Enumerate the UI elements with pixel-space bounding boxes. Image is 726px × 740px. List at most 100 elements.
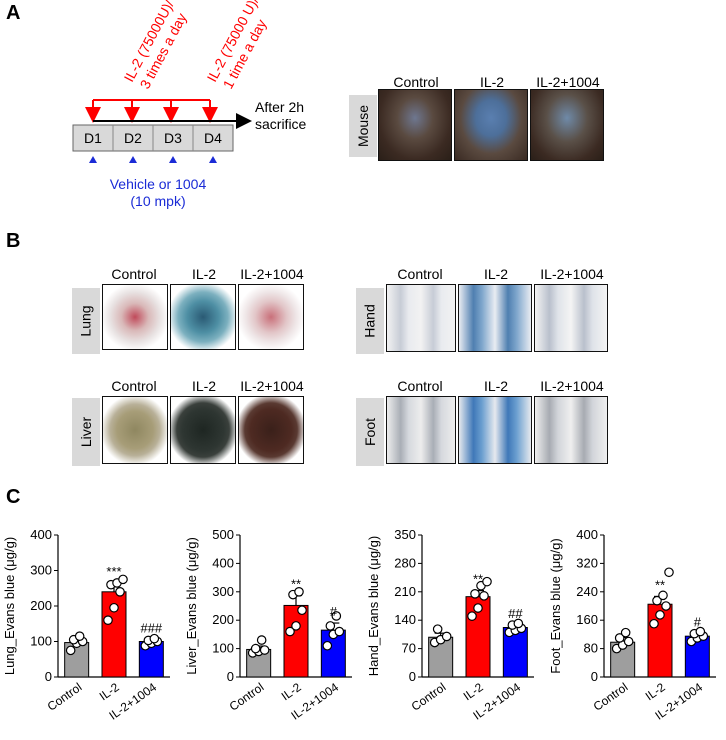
lung-ylabel: Lung_Evans blue (μg/g)	[2, 537, 17, 675]
liver-category-il2: IL-2	[279, 680, 304, 704]
lung-annotation-il2-1004: ###	[140, 620, 162, 635]
liver-point-il2-1004	[322, 640, 333, 651]
foot-point-control	[614, 633, 625, 643]
hand-ytick-label: 280	[394, 555, 416, 570]
lung-ytick-label: 300	[30, 563, 52, 578]
lung-label: Lung	[72, 288, 100, 354]
hand-caption-control: Control	[397, 266, 443, 282]
mouse-caption-control: Control	[393, 74, 439, 90]
liver-point-il2	[297, 605, 307, 616]
foot-photo-il2-1004	[534, 396, 608, 464]
lung-caption-il2: IL-2	[191, 266, 217, 282]
hand-point-il2	[482, 576, 492, 587]
foot-ytick-label: 400	[576, 527, 598, 542]
lung-chart: Lung_Evans blue (μg/g) 0 100 200 300 400 Contr…	[2, 527, 170, 723]
foot-category-control: Control	[591, 680, 631, 714]
liver-point-control	[259, 645, 270, 655]
lung-ytick-label: 400	[30, 527, 52, 542]
lung-photo-il2-1004	[238, 284, 304, 350]
hand-photo-il2-1004	[534, 284, 608, 352]
hand-point-il2	[473, 603, 483, 613]
panel-letter-c: C	[6, 486, 21, 508]
lung-photo-il2	[170, 284, 236, 350]
foot-point-il2	[652, 595, 662, 606]
mouse-caption-il2: IL-2	[479, 74, 505, 90]
mouse-photo-il2	[454, 89, 528, 161]
blue-arrows	[89, 156, 217, 163]
foot-point-il2	[649, 618, 659, 629]
foot-point-control	[623, 636, 634, 647]
hand-ytick-label: 140	[394, 612, 416, 627]
hand-ytick-label: 0	[409, 669, 416, 684]
liver-ytick-label: 100	[212, 641, 234, 656]
hand-photo-il2	[458, 284, 532, 352]
liver-ytick-label: 0	[227, 669, 234, 684]
hand-caption-il2-1004: IL-2+1004	[540, 266, 604, 282]
day-d2: D2	[124, 130, 142, 146]
foot-annotation-il2: **	[655, 577, 665, 592]
foot-chart: Foot_Evans blue (μg/g) 0 80 160 240 320 400 Con…	[548, 527, 716, 723]
liver-photo-il2	[170, 396, 236, 464]
foot-caption-control: Control	[397, 378, 443, 394]
lung-annotation-il2: ***	[106, 564, 121, 579]
liver-ytick-label: 500	[212, 527, 234, 542]
lung-point-control	[74, 631, 85, 641]
mouse-caption-il2-1004: IL-2+1004	[536, 74, 600, 90]
panel-letter-a: A	[6, 2, 21, 24]
liver-point-control	[256, 635, 267, 645]
liver-ytick-label: 200	[212, 612, 234, 627]
foot-ytick-label: 240	[576, 584, 598, 599]
liver-ytick-label: 400	[212, 555, 234, 570]
lung-category-control: Control	[45, 680, 85, 714]
hand-point-il2	[479, 591, 489, 601]
foot-label: Foot	[356, 398, 384, 466]
liver-category-control: Control	[227, 680, 267, 714]
lung-caption-il2-1004: IL-2+1004	[240, 266, 304, 282]
foot-point-il2	[664, 567, 674, 578]
hand-point-il2-1004	[513, 618, 524, 629]
liver-label: Liver	[72, 398, 100, 466]
liver-ytick-label: 300	[212, 584, 234, 599]
vehicle-line2: (10 mpk)	[130, 193, 185, 209]
lung-ytick-label: 0	[45, 669, 52, 684]
lung-point-il2-1004	[149, 633, 160, 644]
liver-point-il2-1004	[334, 626, 345, 637]
liver-point-il2	[294, 587, 304, 597]
hand-chart: Hand_Evans blue (μg/g) 0 70 140 210 280 350 Con…	[366, 527, 534, 723]
lung-ytick-label: 200	[30, 598, 52, 613]
hand-category-control: Control	[409, 680, 449, 714]
day-d4: D4	[204, 130, 222, 146]
liver-ylabel: Liver_Evans blue (μg/g)	[184, 537, 199, 675]
lung-point-control	[65, 645, 76, 656]
liver-caption-il2: IL-2	[191, 378, 217, 394]
foot-ytick-label: 160	[576, 612, 598, 627]
hand-category-il2: IL-2	[461, 680, 486, 704]
liver-bar-il2	[283, 604, 309, 678]
lung-point-il2	[103, 615, 113, 625]
liver-photo-control	[102, 396, 168, 464]
foot-caption-il2: IL-2	[483, 378, 509, 394]
hand-point-il2	[470, 589, 480, 599]
liver-point-control	[250, 643, 261, 654]
hand-point-il2	[467, 611, 477, 621]
after-line1: After 2h	[255, 99, 304, 115]
red-arrows	[85, 100, 218, 123]
foot-point-il2-1004	[695, 626, 706, 637]
hand-annotation-il2: **	[473, 572, 483, 587]
liver-chart: Liver_Evans blue (μg/g) 0 100 200 300 400 500 C…	[184, 527, 352, 723]
foot-photo-control	[386, 396, 456, 464]
foot-ytick-label: 0	[591, 669, 598, 684]
foot-caption-il2-1004: IL-2+1004	[540, 378, 604, 394]
lung-ytick-label: 100	[30, 634, 52, 649]
foot-point-il2	[655, 610, 665, 620]
liver-photo-il2-1004	[238, 396, 304, 464]
hand-ytick-label: 70	[402, 641, 416, 656]
foot-point-il2	[661, 601, 671, 611]
hand-point-control	[441, 631, 452, 642]
liver-annotation-il2: **	[291, 576, 301, 591]
foot-ytick-label: 80	[584, 641, 598, 656]
hand-ylabel: Hand_Evans blue (μg/g)	[366, 536, 381, 676]
lung-category-il2: IL-2	[97, 680, 122, 704]
lung-point-il2	[109, 602, 119, 613]
liver-point-il2	[285, 626, 295, 637]
